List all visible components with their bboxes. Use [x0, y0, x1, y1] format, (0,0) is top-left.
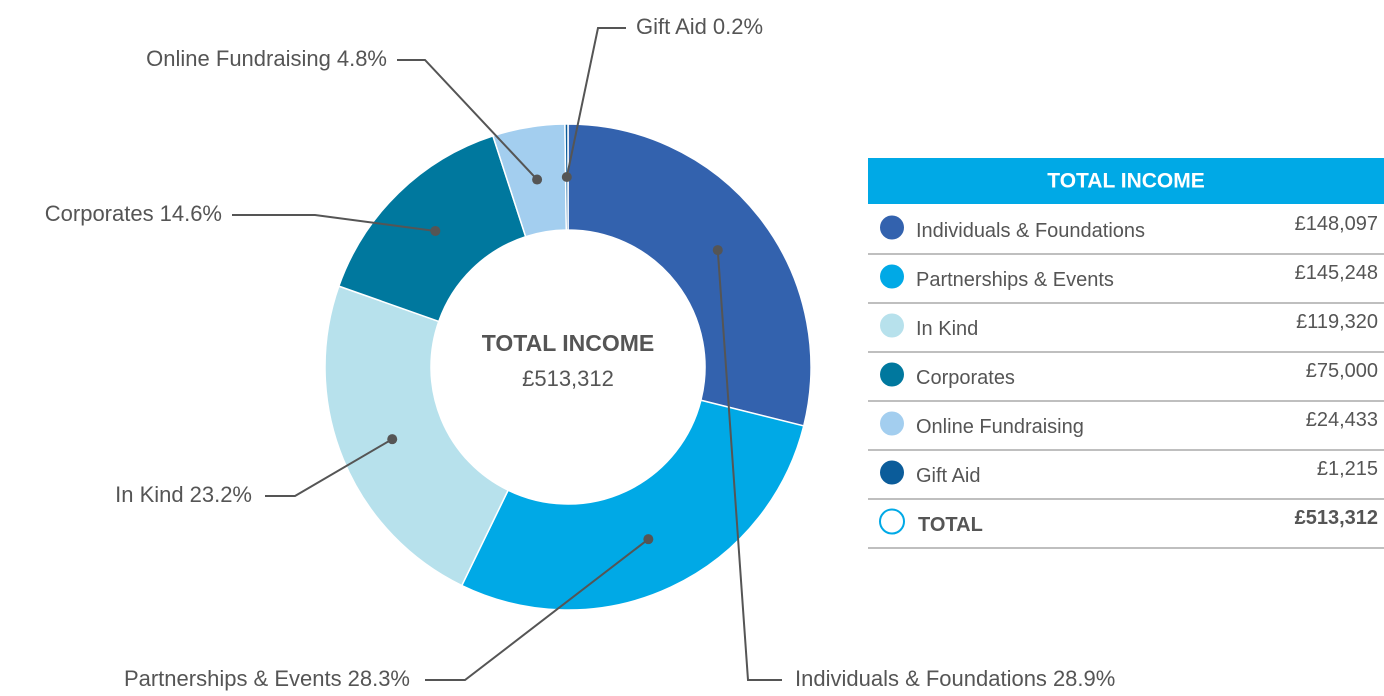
row-name: Individuals & Foundations: [916, 220, 1145, 242]
row-amount: £119,320: [1296, 311, 1378, 333]
slice-label: Partnerships & Events 28.3%: [124, 666, 410, 691]
legend-swatch: [880, 215, 904, 240]
slice-value: 28.3%: [348, 666, 410, 691]
slice-name: Gift Aid: [636, 14, 707, 39]
legend-swatch: [879, 508, 905, 535]
legend-swatch: [880, 362, 904, 387]
slice-value: 28.9%: [1053, 666, 1115, 691]
row-amount: £24,433: [1306, 409, 1378, 431]
row-amount: £145,248: [1295, 262, 1378, 284]
table-title: TOTAL INCOME: [1047, 170, 1205, 193]
slice-label: In Kind 23.2%: [115, 482, 252, 507]
row-amount: £1,215: [1317, 458, 1378, 480]
slice-label: Corporates 14.6%: [45, 201, 222, 226]
callout-dot: [643, 534, 654, 545]
donut-slice: [324, 285, 510, 587]
table-header: [868, 158, 1384, 204]
callout-dot: [430, 225, 441, 236]
slice-name: Corporates: [45, 201, 154, 226]
slice-name: Individuals & Foundations: [795, 666, 1047, 691]
row-name: Online Fundraising: [916, 416, 1084, 438]
callout-line: [265, 438, 393, 497]
donut-slice: [460, 399, 805, 611]
slice-name: Partnerships & Events: [124, 666, 342, 691]
slice-label: Online Fundraising 4.8%: [146, 46, 387, 71]
row-name: Gift Aid: [916, 465, 980, 487]
slice-value: 4.8%: [337, 46, 387, 71]
slice-label: Individuals & Foundations 28.9%: [795, 666, 1115, 691]
callout-line: [425, 538, 649, 681]
slice-value: 0.2%: [713, 14, 763, 39]
row-amount: £148,097: [1295, 213, 1378, 235]
legend-swatch: [880, 411, 904, 436]
total-amount: £513,312: [1295, 507, 1378, 529]
slice-name: In Kind: [115, 482, 184, 507]
row-name: Corporates: [916, 367, 1015, 389]
legend-swatch: [880, 313, 904, 338]
callout-dot: [712, 245, 723, 256]
slice-value: 23.2%: [190, 482, 252, 507]
slice-label: Gift Aid 0.2%: [636, 14, 763, 39]
row-name: In Kind: [916, 318, 978, 340]
slice-value: 14.6%: [160, 201, 222, 226]
donut-slice: [567, 123, 812, 427]
callout-dot: [561, 172, 572, 183]
callout-dot: [387, 434, 398, 445]
callout-line: [397, 59, 538, 181]
center-value: £513,312: [522, 366, 614, 391]
row-name: Partnerships & Events: [916, 269, 1114, 291]
slice-name: Online Fundraising: [146, 46, 331, 71]
legend-swatch: [880, 264, 904, 289]
legend-swatch: [880, 460, 904, 485]
total-name: TOTAL: [918, 514, 983, 536]
callout-line: [716, 250, 782, 681]
callout-dot: [532, 174, 543, 185]
center-title: TOTAL INCOME: [482, 330, 655, 356]
callout-line: [565, 27, 626, 178]
callout-line: [232, 214, 436, 232]
row-amount: £75,000: [1306, 360, 1378, 382]
